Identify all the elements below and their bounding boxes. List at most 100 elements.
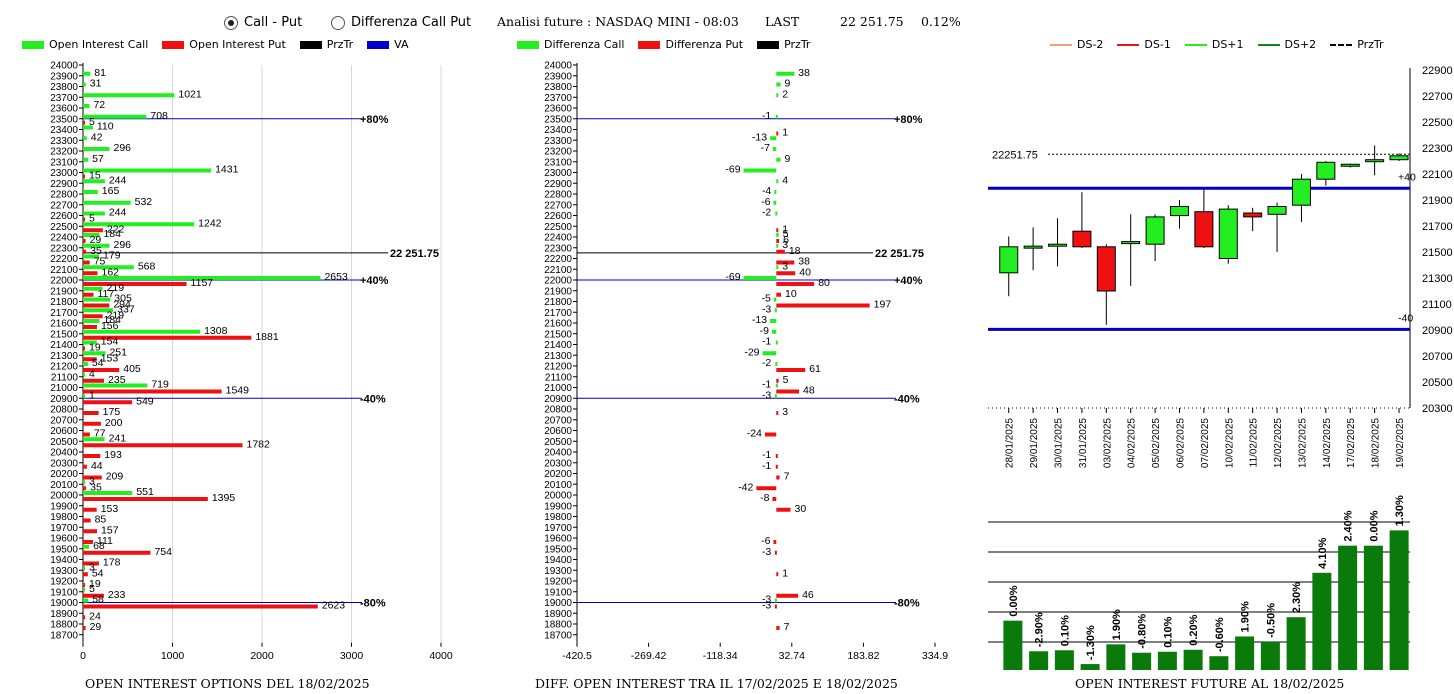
data-label: -3 [762, 594, 771, 606]
call-bar [743, 168, 777, 173]
candle-body [1316, 161, 1336, 180]
put-bar [776, 572, 779, 577]
call-bar [773, 297, 777, 302]
data-label: 19 [89, 578, 101, 590]
y-tick-label: 20000 [544, 491, 572, 502]
y-tick-label: 19000 [544, 598, 572, 609]
data-label: 233 [108, 589, 126, 601]
y-tick-label: 23300 [544, 136, 572, 147]
data-label: -8 [760, 492, 769, 504]
data-label: 568 [138, 260, 156, 272]
data-label: 35 [90, 481, 102, 493]
radio-selected-icon[interactable] [224, 15, 238, 30]
put-bar [83, 239, 86, 243]
put-bar [83, 626, 86, 630]
data-label: 2 [782, 88, 788, 100]
radio-call-put[interactable]: Call - Put [224, 15, 302, 30]
data-label: 235 [108, 374, 126, 386]
data-label: -29 [744, 346, 759, 358]
change-value: 0.12% [921, 14, 961, 29]
oi-bar [1080, 664, 1100, 670]
y-tick-label: 21000 [50, 383, 78, 394]
ds-line-label: +40 [1398, 171, 1416, 183]
y-tick-label: 19200 [544, 577, 572, 588]
legend-right: DS-2 DS-1 DS+1 DS+2 PrzTr [1050, 38, 1398, 51]
call-bar [776, 179, 779, 184]
y-tick-label: 23900 [50, 71, 78, 82]
data-label: -69 [725, 271, 740, 283]
put-bar [83, 540, 93, 544]
caption-left: OPEN INTEREST OPTIONS DEL 18/02/2025 [85, 676, 370, 691]
y-tick-label: 19900 [50, 501, 78, 512]
call-bar [83, 114, 147, 119]
y-tick-label: 20300 [1422, 403, 1453, 415]
va-line-label: -80% [360, 598, 386, 610]
put-bar [83, 464, 87, 469]
x-tick-label: 13/02/2025 [1297, 418, 1308, 468]
data-label: 708 [150, 110, 168, 122]
data-label: 9 [785, 153, 791, 165]
candle-body [1218, 208, 1238, 260]
data-label: 1 [782, 567, 788, 579]
y-tick-label: 20200 [544, 469, 572, 480]
legend-item: Open Interest Put [162, 38, 286, 51]
y-tick-label: 22100 [50, 265, 78, 276]
data-label: 10 [785, 288, 797, 300]
data-label: -6 [761, 196, 770, 208]
oi-bar-label: 0.00% [1368, 510, 1380, 541]
y-tick-label: 20800 [50, 405, 78, 416]
y-tick-label: 19200 [50, 577, 78, 588]
data-label: 46 [802, 589, 814, 601]
candle-body [1023, 245, 1043, 249]
va-line-label: +80% [894, 114, 923, 126]
data-label: 1021 [178, 88, 202, 100]
data-label: -9 [760, 325, 769, 337]
data-label: 48 [803, 385, 815, 397]
put-bar [83, 529, 98, 534]
y-tick-label: 21700 [1422, 221, 1453, 233]
put-bar [83, 368, 120, 372]
data-label: -5 [762, 293, 771, 305]
y-tick-label: 19800 [544, 512, 572, 523]
data-label: 165 [102, 185, 120, 197]
y-tick-label: 23700 [50, 93, 78, 104]
data-label: 1308 [204, 325, 228, 337]
y-tick-label: 20300 [544, 458, 572, 469]
put-bar [776, 507, 791, 512]
put-bar [83, 389, 222, 394]
radio-diff[interactable]: Differenza Call Put [331, 15, 471, 30]
y-tick-label: 20300 [50, 458, 78, 469]
call-bar [83, 587, 85, 592]
call-bar [83, 265, 134, 270]
radio-unselected-icon[interactable] [331, 15, 345, 30]
oi-bar-label: 0.00% [1008, 585, 1020, 616]
x-tick-label: 30/01/2025 [1054, 418, 1065, 468]
put-bar [83, 335, 252, 340]
data-label: -3 [762, 389, 771, 401]
put-bar [83, 454, 101, 458]
data-label: 5 [89, 116, 95, 128]
y-tick-label: 24000 [544, 61, 572, 72]
data-label: -42 [738, 481, 753, 493]
y-tick-label: 21400 [544, 340, 572, 351]
y-tick-label: 18800 [544, 620, 572, 631]
y-tick-label: 20500 [50, 437, 78, 448]
y-tick-label: 20900 [1422, 325, 1453, 337]
x-tick-label: 03/02/2025 [1102, 418, 1113, 468]
data-label: 31 [90, 78, 102, 90]
y-tick-label: 22300 [544, 243, 572, 254]
call-bar [83, 82, 86, 87]
price-line-label: 22 251.75 [390, 248, 439, 260]
data-label: 197 [874, 299, 892, 311]
data-label: 35 [90, 245, 102, 257]
call-bar [83, 297, 111, 302]
va-line-label: +40% [360, 275, 389, 287]
y-tick-label: 23600 [50, 104, 78, 115]
legend-swatch [517, 40, 539, 49]
put-bar [83, 282, 187, 286]
page-title: Analisi future : NASDAQ MINI - 08:03 [497, 14, 739, 29]
call-bar [774, 190, 777, 194]
y-tick-label: 22700 [544, 200, 572, 211]
x-tick-label: 29/01/2025 [1029, 418, 1040, 468]
y-tick-label: 22300 [1422, 143, 1453, 155]
